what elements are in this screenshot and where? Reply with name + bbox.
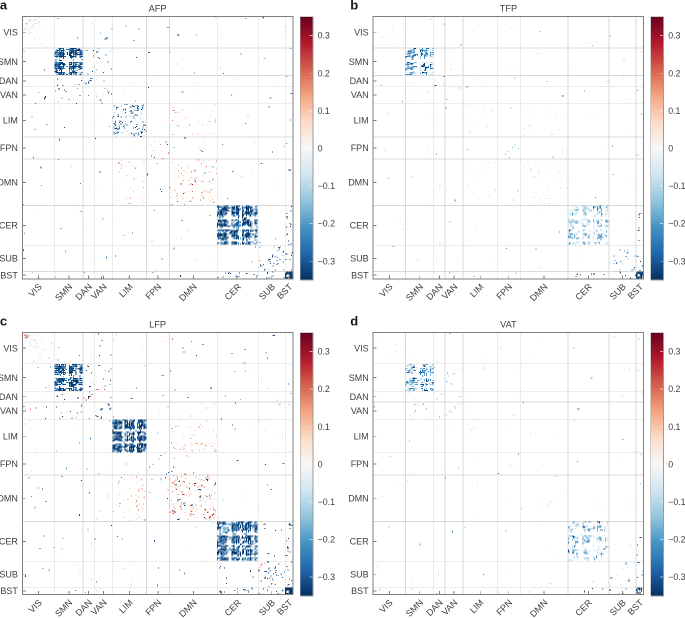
svg-text:DAN: DAN [0,392,18,402]
svg-text:VIS: VIS [3,28,18,38]
svg-text:−0.1: −0.1 [318,497,335,507]
svg-text:0.3: 0.3 [318,31,330,41]
svg-text:−0.2: −0.2 [668,219,685,229]
svg-text:b: b [350,0,358,13]
svg-text:−0.2: −0.2 [318,219,335,229]
svg-text:VIS: VIS [354,343,369,353]
svg-text:c: c [0,314,7,329]
svg-text:LIM: LIM [354,431,369,441]
svg-text:0: 0 [668,459,673,469]
svg-text:CER: CER [350,221,370,231]
svg-text:−0.2: −0.2 [318,535,335,545]
svg-text:−0.1: −0.1 [318,181,335,191]
svg-text:0.1: 0.1 [668,422,680,432]
svg-text:−0.3: −0.3 [668,572,685,582]
svg-text:DAN: DAN [350,76,369,86]
svg-text:CER: CER [0,221,18,231]
svg-text:SMN: SMN [0,57,18,67]
svg-text:FPN: FPN [0,459,18,469]
svg-text:LIM: LIM [3,116,18,126]
svg-text:0.2: 0.2 [668,384,680,394]
svg-text:DAN: DAN [350,392,369,402]
svg-text:SMN: SMN [349,57,369,67]
svg-text:−0.1: −0.1 [668,497,685,507]
svg-text:0.1: 0.1 [668,106,680,116]
svg-text:FPN: FPN [351,143,369,153]
svg-text:DMN: DMN [0,178,18,188]
svg-text:0.3: 0.3 [318,347,330,357]
svg-text:0.2: 0.2 [318,68,330,78]
svg-text:VIS: VIS [3,343,18,353]
svg-text:BST: BST [351,586,369,596]
svg-text:SUB: SUB [0,570,18,580]
svg-text:VAN: VAN [0,406,18,416]
svg-text:SUB: SUB [0,254,18,264]
svg-text:0: 0 [668,144,673,154]
svg-text:0.1: 0.1 [318,422,330,432]
svg-text:CER: CER [0,537,18,547]
svg-text:BST: BST [351,270,369,280]
svg-text:−0.1: −0.1 [668,181,685,191]
svg-text:0: 0 [318,459,323,469]
svg-text:DMN: DMN [348,178,369,188]
svg-text:0: 0 [318,144,323,154]
svg-text:SMN: SMN [0,373,18,383]
svg-text:0.1: 0.1 [318,106,330,116]
svg-text:−0.2: −0.2 [668,535,685,545]
svg-text:VAN: VAN [351,406,369,416]
svg-text:−0.3: −0.3 [318,572,335,582]
svg-text:TFP: TFP [500,4,517,14]
svg-text:DAN: DAN [0,76,18,86]
svg-text:0.2: 0.2 [318,384,330,394]
svg-text:DMN: DMN [0,493,18,503]
svg-text:0.3: 0.3 [668,347,680,357]
svg-text:a: a [0,0,8,13]
svg-text:d: d [350,314,358,329]
svg-text:BST: BST [0,270,18,280]
svg-text:VAN: VAN [351,90,369,100]
svg-text:LFP: LFP [149,320,166,330]
svg-text:0.3: 0.3 [668,31,680,41]
svg-text:FPN: FPN [351,459,369,469]
svg-text:−0.3: −0.3 [318,256,335,266]
svg-text:LIM: LIM [354,116,369,126]
svg-text:BST: BST [0,586,18,596]
svg-text:SUB: SUB [350,570,369,580]
svg-text:VIS: VIS [354,28,369,38]
svg-text:VAT: VAT [500,320,517,330]
svg-text:AFP: AFP [149,4,167,14]
svg-text:−0.3: −0.3 [668,256,685,266]
svg-text:0.2: 0.2 [668,68,680,78]
svg-text:SMN: SMN [349,373,369,383]
svg-text:VAN: VAN [0,90,18,100]
svg-text:FPN: FPN [0,143,18,153]
svg-text:DMN: DMN [348,493,369,503]
svg-text:SUB: SUB [350,254,369,264]
svg-text:LIM: LIM [3,431,18,441]
svg-text:CER: CER [350,537,370,547]
